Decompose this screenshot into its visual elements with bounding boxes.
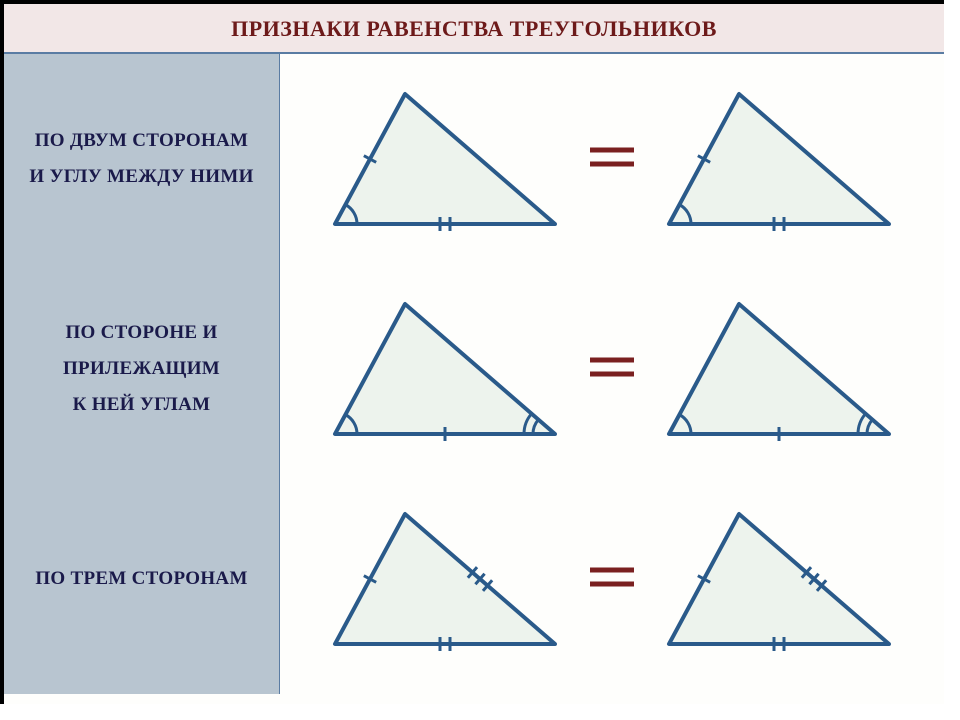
header: ПРИЗНАКИ РАВЕНСТВА ТРЕУГОЛЬНИКОВ	[4, 4, 944, 54]
triangle-2a	[315, 284, 575, 454]
diagram-row-3	[280, 474, 944, 684]
equals-1	[587, 145, 637, 173]
triangle-1b	[649, 74, 909, 244]
content: ПО ДВУМ СТОРОНАМ И УГЛУ МЕЖДУ НИМИ ПО СТ…	[4, 54, 944, 694]
diagram-row-1	[280, 54, 944, 264]
label-3: ПО ТРЕМ СТОРОНАМ	[35, 561, 247, 597]
title: ПРИЗНАКИ РАВЕНСТВА ТРЕУГОЛЬНИКОВ	[231, 16, 717, 41]
label-2: ПО СТОРОНЕ И ПРИЛЕЖАЩИМ К НЕЙ УГЛАМ	[63, 315, 220, 423]
label-1: ПО ДВУМ СТОРОНАМ И УГЛУ МЕЖДУ НИМИ	[29, 123, 253, 195]
sidebar-row-3: ПО ТРЕМ СТОРОНАМ	[4, 474, 279, 684]
triangle-1a	[315, 74, 575, 244]
sidebar-row-2: ПО СТОРОНЕ И ПРИЛЕЖАЩИМ К НЕЙ УГЛАМ	[4, 264, 279, 474]
equals-2	[587, 355, 637, 383]
sidebar: ПО ДВУМ СТОРОНАМ И УГЛУ МЕЖДУ НИМИ ПО СТ…	[4, 54, 279, 694]
diagram-area	[279, 54, 944, 694]
triangle-3a	[315, 494, 575, 664]
diagram-row-2	[280, 264, 944, 474]
triangle-2b	[649, 284, 909, 454]
sidebar-row-1: ПО ДВУМ СТОРОНАМ И УГЛУ МЕЖДУ НИМИ	[4, 54, 279, 264]
equals-3	[587, 565, 637, 593]
triangle-3b	[649, 494, 909, 664]
main-frame: ПРИЗНАКИ РАВЕНСТВА ТРЕУГОЛЬНИКОВ ПО ДВУМ…	[0, 0, 944, 704]
